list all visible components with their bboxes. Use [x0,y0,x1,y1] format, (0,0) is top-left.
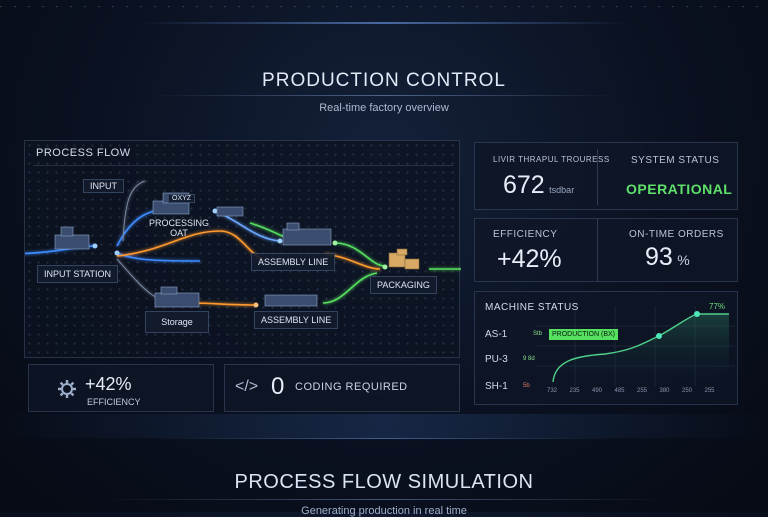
process-flow-divider [33,165,453,166]
coding-card-value: 0 [271,373,285,400]
efficiency-card-label: EFFICIENCY [87,397,141,407]
chart-x-tick: 255 [637,388,648,394]
machine-status-label: MACHINE STATUS [485,302,579,313]
flow-dot [253,302,259,308]
flow-dot [114,250,120,256]
efficiency-card-value: +42% [85,374,132,394]
chart-area [553,314,729,386]
machine-tag: 9 8d [523,356,535,362]
machine-row-pu3[interactable]: PU-3 [485,354,508,365]
machine-name: SH-1 [485,381,508,392]
throughput-label: LIVIR THRAPUL TROURESS [493,155,610,164]
flow-dot [212,208,218,214]
chart-x-tick: 485 [614,388,625,394]
flow-connections [25,180,461,308]
storage-building [154,292,200,308]
node-processing-line2: OAT [170,228,188,238]
machine-row-as1[interactable]: AS-1 [485,329,507,340]
flow-path-orange-2 [189,302,256,306]
throughput-value: 672 [503,171,545,199]
flow-path-green-2 [334,242,386,267]
package-box [396,248,408,256]
chart-line [552,313,729,383]
machine-status-panel: MACHINE STATUS 77% AS-1 Stb PRODUCTION (… [474,291,738,405]
system-status-value: OPERATIONAL [626,181,733,197]
assembly-top-building [282,228,332,246]
stat-divider [597,219,598,281]
flow-path-gray-2 [122,180,146,242]
machine-name: AS-1 [485,329,508,340]
assembly-top-roof [286,222,300,231]
depot-building [216,206,244,217]
machine-status-peak: 77% [709,302,726,311]
efficiency-value: +42% [497,245,562,273]
input-station-tower [60,226,74,237]
node-assembly-line-top[interactable]: ASSEMBLY LINE [251,253,336,271]
machine-tag: 5b [523,383,530,389]
node-processing[interactable]: PROCESSING OAT [143,215,215,241]
flow-path-orange-1 [116,230,266,262]
on-time-orders-unit: % [677,252,690,268]
chart-x-tick: 250 [682,388,693,394]
machine-row-sh1[interactable]: SH-1 [485,381,508,392]
on-time-orders-value: 93 [645,243,673,271]
efficiency-label: EFFICIENCY [493,229,558,240]
coding-card-label: CODING REQUIRED [295,381,408,393]
stat-divider [597,149,598,205]
top-glow-rule [140,22,628,24]
flow-path-green-3 [322,272,378,304]
throughput-value-group: 672 tsdbar [503,171,574,200]
top-dotted-rule [0,6,768,7]
node-input[interactable]: INPUT [83,179,124,193]
process-flow-label: PROCESS FLOW [36,147,131,159]
node-processing-sign: OXYZ [168,194,196,203]
machine-badge: PRODUCTION (BX) [549,329,618,340]
assembly-bottom-building [264,294,318,307]
throughput-unit: tsdbar [549,185,575,195]
package-box [404,258,420,270]
code-icon: </> [235,378,259,395]
chart-x-tick: 380 [659,388,670,394]
process-flow-panel: PROCESS FLOW [24,140,461,358]
footer-subtitle: Generating production in real time [301,505,467,517]
footer-glow-rule [150,438,618,439]
flow-dot [382,264,388,270]
coding-card: </> 0 CODING REQUIRED [224,364,460,412]
chart-point [656,333,662,339]
chart-x-ticks: 732 235 490 485 255 380 250 255 [547,388,727,398]
machine-status-chart [535,306,735,386]
flow-dot [277,238,283,244]
node-storage[interactable]: Storage [145,311,209,333]
on-time-orders-label: ON-TIME ORDERS [629,229,724,240]
title-divider [150,95,618,96]
efficiency-ontime-panel: EFFICIENCY +42% ON-TIME ORDERS 93 % [474,218,738,282]
node-packaging[interactable]: PACKAGING [370,276,437,294]
gear-icon [58,380,76,398]
node-assembly-line-bottom[interactable]: ASSEMBLY LINE [254,311,339,329]
chart-x-tick: 255 [704,388,715,394]
node-input-station[interactable]: INPUT STATION [37,265,119,283]
flow-dot [332,240,338,246]
throughput-status-panel: LIVIR THRAPUL TROURESS 672 tsdbar SYSTEM… [474,142,738,210]
node-processing-line1: PROCESSING [149,218,210,228]
system-status-label: SYSTEM STATUS [631,155,720,166]
chart-point [694,311,700,317]
footer-title: PROCESS FLOW SIMULATION [234,471,534,493]
storage-roof [160,286,178,295]
machine-name: PU-3 [485,354,508,365]
input-station-building [54,234,90,250]
chart-x-tick: 732 [547,388,558,394]
on-time-value-group: 93 % [645,243,690,272]
page-subtitle: Real-time factory overview [319,102,449,114]
machine-tag: Stb [533,331,543,337]
chart-x-tick: 490 [592,388,603,394]
footer-glow-band [0,414,768,438]
footer-divider [100,499,668,500]
chart-x-tick: 235 [569,388,580,394]
flow-dot [92,243,98,249]
efficiency-card: +42% EFFICIENCY [28,364,214,412]
page-title: PRODUCTION CONTROL [262,70,506,91]
